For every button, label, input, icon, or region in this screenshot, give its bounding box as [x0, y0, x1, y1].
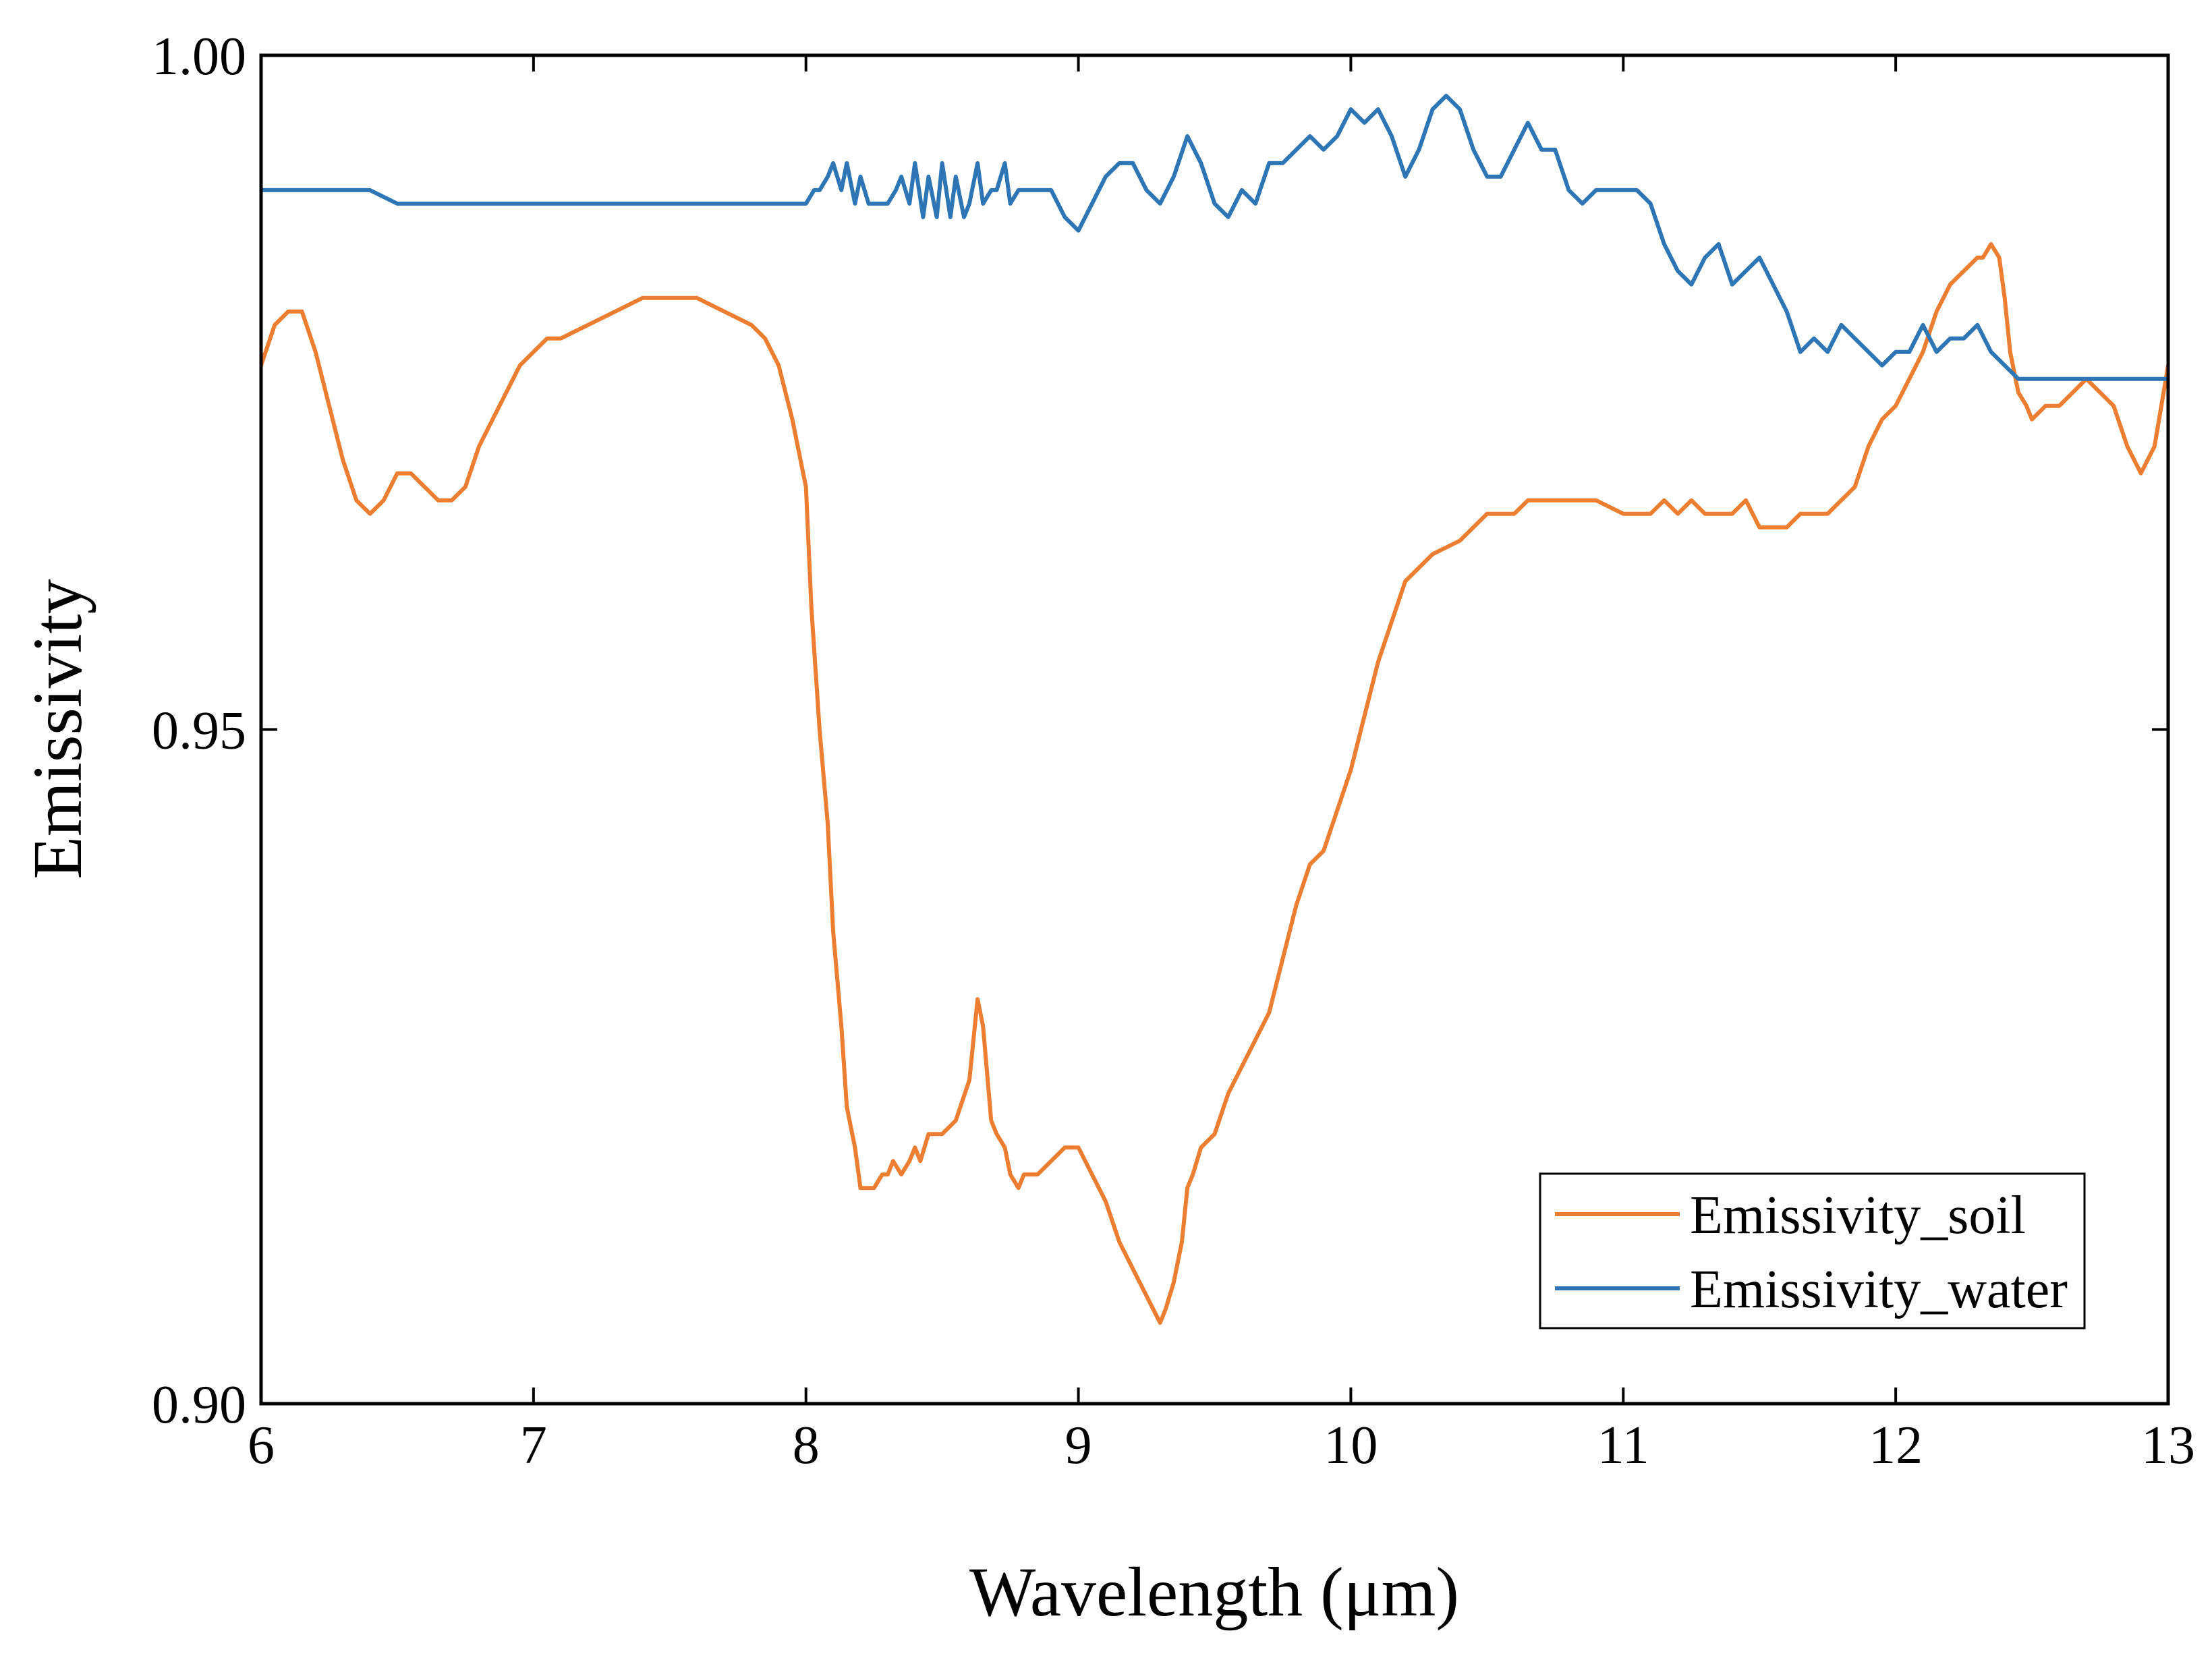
y-tick-label: 0.95 [152, 702, 246, 761]
x-tick-label: 8 [793, 1416, 820, 1475]
x-tick-label: 12 [1869, 1416, 1923, 1475]
x-tick-label: 10 [1324, 1416, 1378, 1475]
y-tick-label: 1.00 [152, 27, 246, 86]
y-axis-label: Emissivity [19, 579, 96, 880]
x-tick-label: 13 [2141, 1416, 2195, 1475]
y-tick-label: 0.90 [152, 1375, 246, 1435]
legend-box [1539, 1172, 2086, 1329]
x-tick-label: 9 [1065, 1416, 1092, 1475]
ticks-layer [260, 54, 2170, 1405]
series-line-emissivity-soil [261, 241, 2168, 1325]
x-tick-label: 6 [248, 1416, 275, 1475]
legend: Emissivity_soil Emissivity_water [1539, 1172, 2086, 1329]
tick-labels-layer: 6 7 8 9 10 11 12 13 0.90 0.95 1.00 [152, 27, 2195, 1475]
series-line-emissivity-water [261, 94, 2168, 381]
series-layer [261, 94, 2168, 1325]
x-tick-label: 7 [520, 1416, 547, 1475]
legend-label-water: Emissivity_water [1690, 1260, 2068, 1319]
x-tick-label: 11 [1597, 1416, 1649, 1475]
x-axis-label: Wavelength (μm) [969, 1553, 1459, 1631]
legend-label-soil: Emissivity_soil [1690, 1186, 2026, 1245]
